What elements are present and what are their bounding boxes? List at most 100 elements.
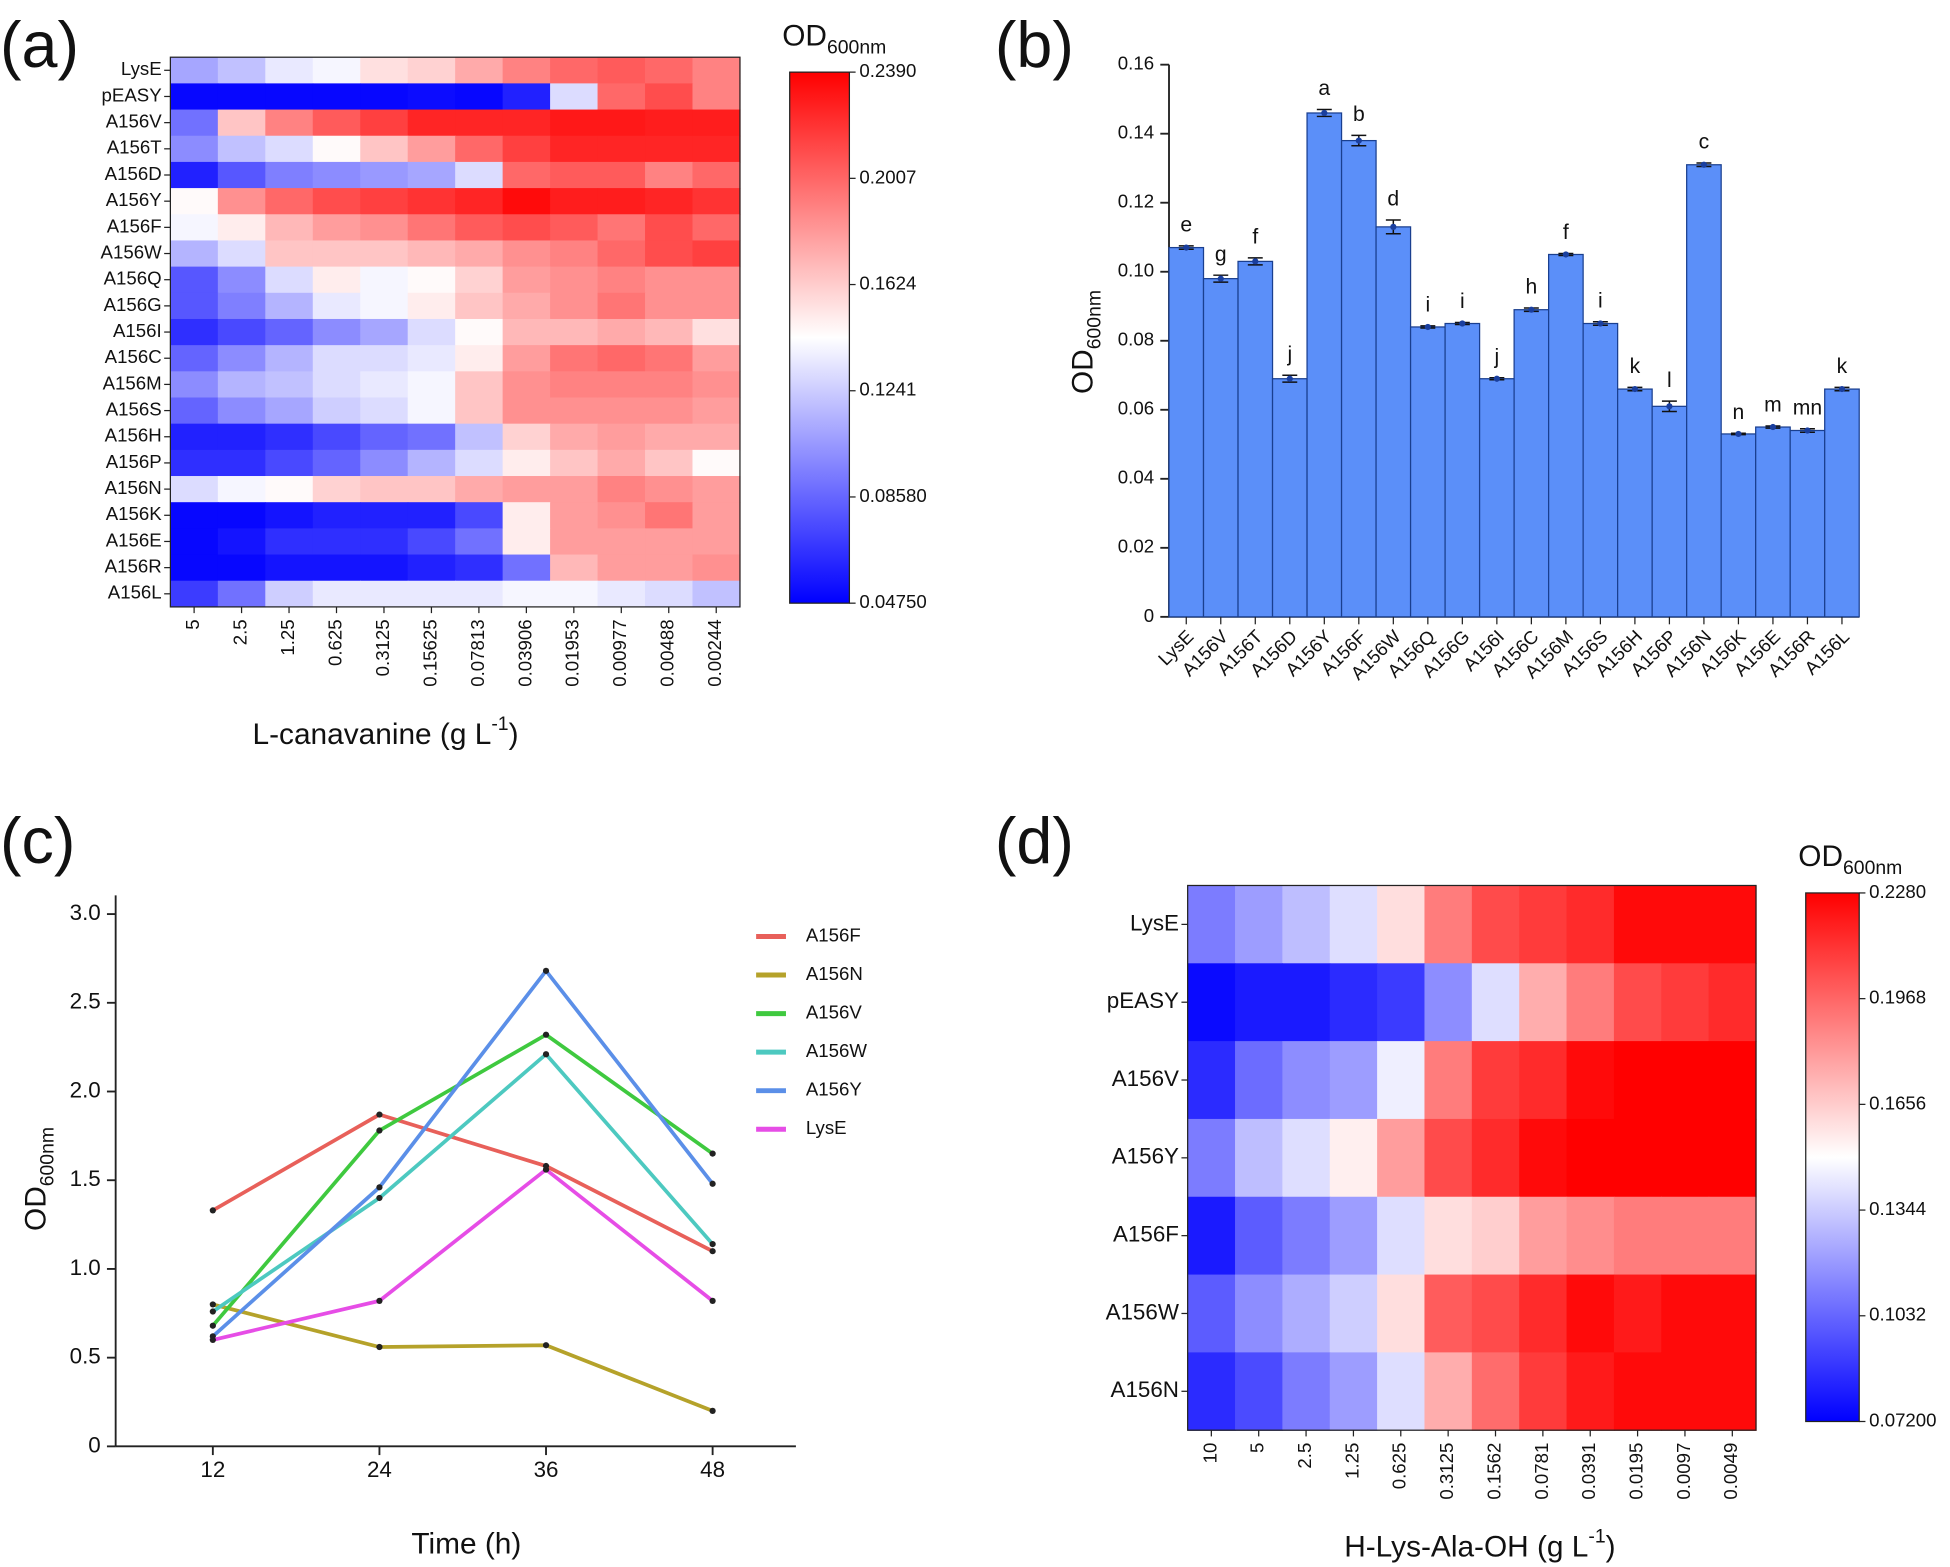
heat-cell (550, 423, 599, 451)
heat-cell (692, 554, 741, 582)
heat-cell (692, 135, 741, 163)
data-point (709, 1240, 716, 1248)
panel-label: (b) (995, 8, 1074, 81)
heat-cell (265, 580, 314, 608)
data-point (1424, 323, 1431, 331)
series-line (211, 967, 715, 1338)
heat-cell (217, 240, 266, 268)
heat-cell (692, 371, 741, 399)
heat-cell (1519, 1352, 1568, 1431)
heat-cell (217, 57, 266, 85)
heat-cell (597, 57, 646, 85)
heat-cell (645, 57, 694, 85)
colorbar-title-part: OD (1798, 840, 1843, 873)
heat-cell (217, 554, 266, 582)
heat-cell (312, 528, 361, 556)
heat-cell (217, 502, 266, 529)
heat-cell (1708, 1118, 1757, 1198)
heat-cell (1471, 1274, 1520, 1354)
heat-cell (1377, 1274, 1426, 1354)
colorbar (789, 71, 851, 604)
heat-cell (597, 318, 646, 346)
bar (1547, 253, 1584, 618)
y-tick-label: 0.12 (1118, 191, 1154, 212)
heat-cell (1519, 1118, 1568, 1198)
heat-cell (597, 266, 646, 294)
heat-cell (407, 449, 456, 477)
heat-cell (170, 397, 219, 425)
panel-label: (d) (995, 804, 1074, 877)
heat-cell (360, 580, 409, 608)
y-axis-label: OD600nm (1066, 290, 1105, 394)
significance-letter: f (1252, 226, 1258, 249)
heat-cell (1661, 1041, 1710, 1120)
heat-cell (1329, 1041, 1378, 1120)
x-tick-label: 48 (700, 1457, 725, 1482)
heat-cell (312, 502, 361, 529)
legend-label: A156N (806, 963, 863, 984)
legend-label: LysE (806, 1117, 847, 1138)
significance-letter: n (1733, 401, 1745, 424)
x-tick-label: 12 (200, 1457, 225, 1482)
colorbar (1805, 892, 1860, 1423)
heat-cell (265, 57, 314, 85)
heat-cell (217, 345, 266, 372)
heat-cell (550, 135, 599, 163)
heat-cell (217, 476, 266, 503)
column-label: 2.5 (1294, 1443, 1315, 1469)
heat-cell (217, 371, 266, 399)
heat-cell (407, 135, 456, 163)
heat-cell (1329, 1196, 1378, 1276)
significance-letter: m (1764, 394, 1782, 417)
heat-cell (692, 502, 741, 529)
data-point (376, 1194, 383, 1202)
bar (1513, 309, 1550, 618)
heat-cell (1566, 1274, 1615, 1354)
heat-cell (1424, 1118, 1473, 1198)
data-point (1459, 320, 1466, 327)
heat-cell (1235, 963, 1284, 1042)
data-point (709, 1248, 716, 1255)
heat-cell (360, 83, 409, 111)
y-axis-label-part: 600nm (36, 1127, 58, 1186)
heat-cell (1377, 885, 1426, 964)
heat-cell (645, 161, 694, 189)
heat-cell (455, 423, 504, 451)
y-tick-label: 0.08 (1118, 329, 1154, 350)
heat-cell (550, 109, 599, 137)
heat-cell (1187, 1274, 1236, 1354)
heat-cell (265, 476, 314, 503)
y-tick-label: 0.10 (1118, 260, 1154, 281)
heat-cell (645, 345, 694, 372)
heat-cell (407, 397, 456, 425)
column-label: 2.5 (229, 619, 250, 645)
row-label: LysE (1130, 910, 1179, 935)
significance-letter: mn (1793, 396, 1822, 419)
heat-cell (312, 57, 361, 85)
bar (1720, 433, 1757, 618)
heat-cell (597, 188, 646, 215)
heat-cell (550, 528, 599, 556)
heat-cell (597, 476, 646, 503)
y-tick-label: 0.04 (1118, 467, 1154, 488)
heat-cell (407, 345, 456, 372)
y-tick-label: 0.06 (1118, 398, 1154, 419)
series-line (211, 1112, 714, 1253)
data-point (542, 1031, 550, 1038)
heat-cell (1187, 1352, 1236, 1431)
heat-cell (217, 449, 266, 477)
heat-cell (217, 214, 266, 242)
heat-cell (1566, 1041, 1615, 1120)
heat-cell (312, 188, 361, 215)
heat-cell (692, 580, 741, 608)
heat-cell (217, 161, 266, 189)
heat-cell (217, 188, 266, 215)
colorbar-tick-label: 0.1032 (1869, 1304, 1926, 1325)
heat-cell (217, 109, 266, 137)
heat-cell (502, 502, 551, 529)
heat-cell (1235, 1352, 1284, 1431)
data-point (209, 1336, 216, 1344)
data-point (1735, 430, 1742, 438)
heat-cell (360, 318, 409, 346)
data-point (1528, 306, 1535, 313)
